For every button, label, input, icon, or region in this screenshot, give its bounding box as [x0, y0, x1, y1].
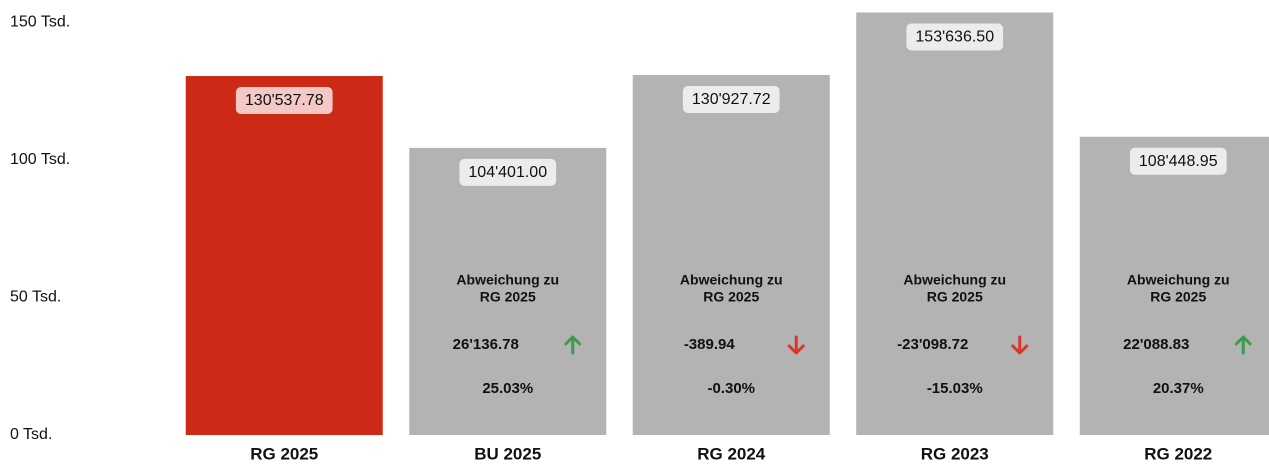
- deviation-percent: 25.03%: [482, 380, 533, 397]
- value-label-box: [1129, 147, 1227, 175]
- annotation: RG 2025: [927, 289, 983, 305]
- x-tick-label: RG 2024: [697, 444, 766, 463]
- value-label-box: [682, 85, 780, 113]
- x-tick-label: BU 2025: [474, 444, 541, 463]
- value-label: 153'636.50: [915, 29, 994, 46]
- annotation: RG 2025: [703, 289, 759, 305]
- bar: [632, 74, 830, 436]
- bar: [856, 12, 1054, 435]
- bar: [1079, 136, 1269, 435]
- annotation: RG 2025: [1150, 289, 1206, 305]
- bar: [409, 147, 607, 435]
- deviation-arrow: [787, 335, 805, 355]
- value-label: 130'927.72: [692, 91, 771, 108]
- deviation-arrow: [564, 335, 582, 355]
- annotation: Abweichung zu: [1127, 272, 1230, 288]
- deviation-arrow: [1011, 335, 1029, 355]
- bar: [185, 76, 383, 435]
- value-label-box: [459, 158, 557, 186]
- deviation: 26'136.78: [453, 336, 519, 353]
- x-tick-label: RG 2022: [1144, 444, 1212, 463]
- annotation: Abweichung zu: [680, 272, 783, 288]
- value-label: 104'401.00: [468, 164, 547, 181]
- x-tick-label: RG 2023: [921, 444, 989, 463]
- x-tick-label: RG 2025: [250, 444, 318, 463]
- value-label-box: [906, 23, 1004, 51]
- y-tick-label: 0 Tsd.: [10, 426, 52, 443]
- annotation: Abweichung zu: [903, 272, 1006, 288]
- deviation: 22'088.83: [1123, 336, 1189, 353]
- value-label: 130'537.78: [245, 92, 324, 109]
- deviation: -389.94: [684, 336, 736, 353]
- y-tick-label: 100 Tsd.: [10, 151, 70, 168]
- deviation-percent: -0.30%: [707, 380, 755, 397]
- deviation-percent: 20.37%: [1153, 380, 1204, 397]
- deviation: -23'098.72: [897, 336, 968, 353]
- deviation-percent: -15.03%: [927, 380, 983, 397]
- y-tick-label: 150 Tsd.: [10, 14, 70, 31]
- y-tick-label: 50 Tsd.: [10, 289, 61, 306]
- annotation: Abweichung zu: [456, 272, 559, 288]
- annotation: RG 2025: [480, 289, 536, 305]
- value-label-box: [235, 87, 333, 115]
- deviation-arrow: [1234, 335, 1252, 355]
- value-label: 108'448.95: [1139, 153, 1218, 170]
